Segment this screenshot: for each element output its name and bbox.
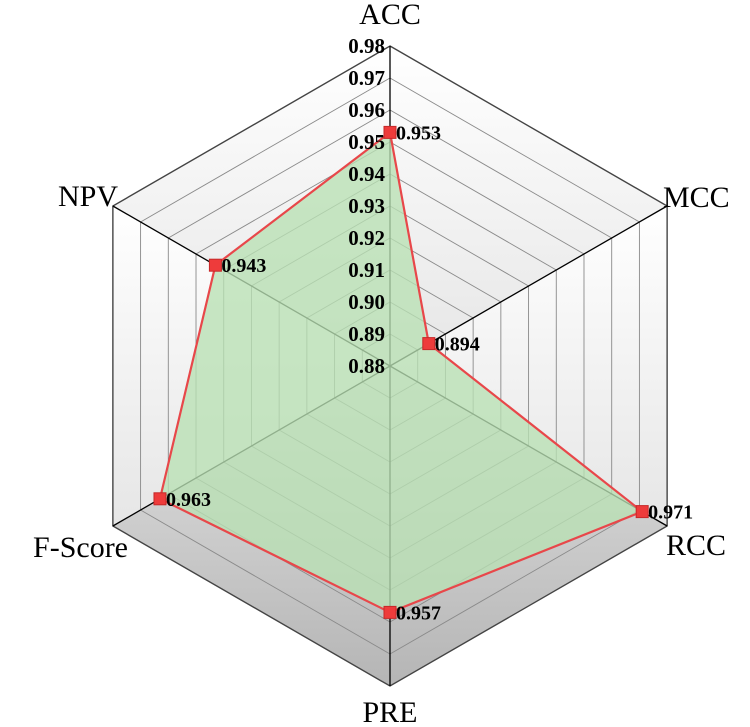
tick-label: 0.93	[348, 194, 385, 218]
axis-label-pre: PRE	[362, 696, 417, 727]
data-point-marker	[383, 605, 397, 619]
tick-label: 0.96	[348, 98, 385, 122]
axis-label-rcc: RCC	[666, 529, 726, 562]
axis-label-fscore: F-Score	[33, 531, 128, 564]
axis-label-mcc: MCC	[663, 181, 730, 214]
data-point-marker	[422, 337, 436, 351]
axis-label-npv: NPV	[58, 180, 118, 213]
data-point-marker	[208, 258, 222, 272]
data-label: 0.953	[396, 122, 441, 144]
radar-series: 0.953 0.894 0.971 0.957 0.963 0.943	[153, 122, 693, 624]
tick-label: 0.89	[348, 322, 385, 346]
data-label: 0.894	[435, 334, 480, 356]
tick-label: 0.91	[348, 258, 385, 282]
data-point-marker	[635, 505, 649, 519]
data-label: 0.943	[221, 255, 266, 277]
tick-label: 0.90	[348, 290, 385, 314]
tick-label: 0.95	[348, 130, 385, 154]
axis-spoke	[389, 205, 668, 367]
background-panel	[390, 46, 668, 366]
axis-label-acc: ACC	[359, 0, 421, 31]
data-label: 0.971	[648, 502, 693, 524]
radar-tick-labels: 0.88 0.89 0.90 0.91 0.92 0.93 0.94 0.95 0.96 0.97…	[348, 34, 385, 378]
tick-label: 0.98	[348, 34, 385, 58]
tick-label: 0.94	[348, 162, 385, 186]
data-point-marker	[153, 492, 167, 506]
data-label: 0.957	[396, 602, 441, 624]
tick-label: 0.97	[348, 66, 385, 90]
radar-axis-labels: ACC MCC RCC PRE F-Score NPV	[33, 0, 730, 727]
data-point-marker	[383, 125, 397, 139]
tick-label: 0.88	[348, 354, 385, 378]
tick-label: 0.92	[348, 226, 385, 250]
data-label: 0.963	[166, 489, 211, 511]
